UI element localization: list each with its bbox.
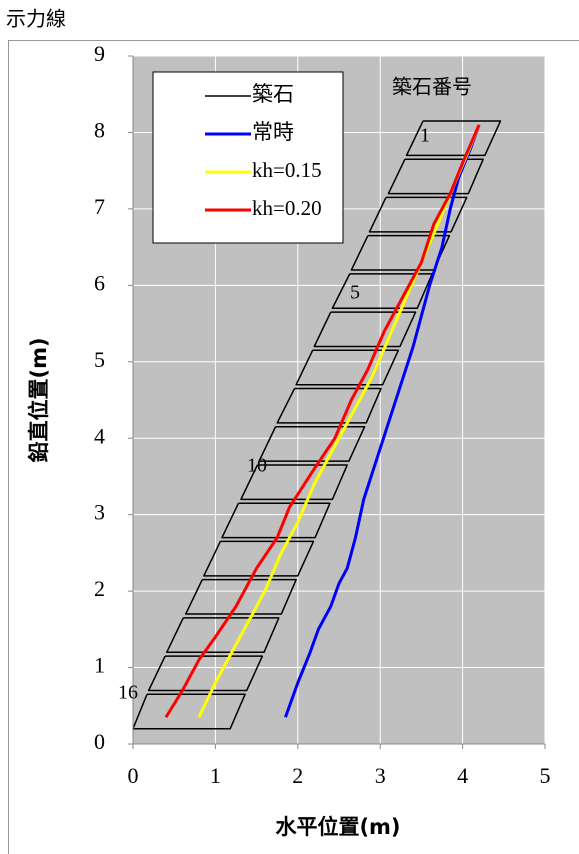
annotation: 築石番号 [392,75,472,99]
y-tick-label: 0 [94,729,105,754]
y-tick-label: 7 [94,194,105,219]
y-tick-label: 9 [94,41,105,66]
series-line [132,693,246,730]
series-line [295,349,400,386]
y-tick-label: 5 [94,347,105,372]
y-tick-label: 8 [94,117,105,142]
y-tick-label: 1 [94,653,105,678]
x-tick-label: 5 [540,763,551,788]
annotation: 16 [118,682,138,704]
x-tick-label: 4 [457,763,468,788]
y-tick-label: 6 [94,270,105,295]
series-line [166,617,280,654]
annotation: 1 [420,125,430,147]
legend-label: 常時 [252,120,294,144]
y-tick-label: 2 [94,576,105,601]
series-line [284,124,481,718]
annotation: 10 [247,455,267,477]
x-tick-label: 2 [292,763,303,788]
series-line [184,578,297,615]
x-tick-label: 1 [210,763,221,788]
frame [8,40,579,854]
legend-box [152,71,344,244]
series-line [331,273,433,310]
series-line [387,158,484,195]
y-tick-label: 4 [94,423,105,448]
series-line [203,540,315,577]
chart-title: 示力線 [6,7,66,31]
series-line [258,426,366,462]
y-tick-label: 3 [94,500,105,525]
x-tick-label: 0 [128,763,139,788]
series-line [405,120,502,157]
y-axis-label: 鉛直位置(m) [27,337,51,462]
series-line [164,124,481,719]
legend-label: kh=0.20 [252,196,322,220]
x-axis-label: 水平位置(m) [275,815,400,839]
x-tick-label: 3 [375,763,386,788]
series-line [221,502,331,539]
legend-label: 築石 [252,82,294,106]
series-line [368,196,468,233]
legend-label: kh=0.15 [252,158,322,182]
series-line [313,311,417,348]
series-line [197,124,481,718]
annotation: 5 [350,282,360,304]
series-line [276,387,382,424]
